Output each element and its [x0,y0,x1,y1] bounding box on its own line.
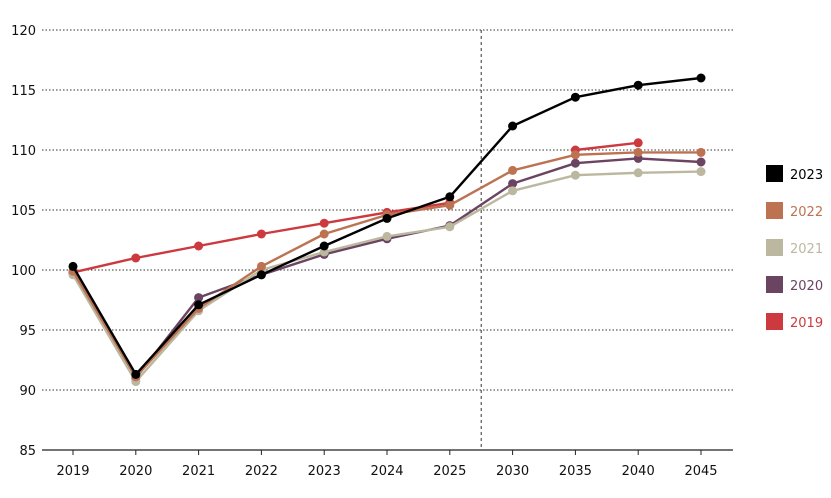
data-point-2022-2035 [570,150,580,160]
series-2022 [68,147,706,382]
legend-swatch-2019 [766,313,783,330]
legend-swatch-2021 [766,239,783,256]
series-line-2022 [71,151,701,378]
data-point-2022-2023 [319,229,329,239]
legend-swatch-2023 [766,165,783,182]
data-point-2021-2045 [696,167,706,177]
series-2023 [68,73,706,379]
data-point-2022-2030 [508,165,518,175]
series-line-2021 [71,170,702,383]
x-tick-label-2035: 2035 [559,464,592,479]
legend-label-2020: 2020 [790,279,823,294]
data-point-2023-2045 [696,73,706,83]
data-point-2021-2035 [570,170,580,180]
x-tick-label-2020: 2020 [119,464,152,479]
data-point-2019-2022 [256,229,266,239]
series-lines [68,73,706,387]
y-tick-label-115: 115 [11,84,36,99]
data-point-2023-2022 [256,270,266,280]
legend: 2023 2022 2021 2020 2019 [766,165,823,331]
legend-swatch-2020 [766,276,783,293]
data-point-2021-2025 [445,222,455,232]
y-tick-label-105: 105 [11,204,36,219]
legend-label-2022: 2022 [790,205,823,220]
data-point-2022-2022 [256,261,266,271]
data-point-2021-2040 [633,168,643,178]
data-point-2023-2035 [570,92,580,102]
data-point-2023-2021 [194,300,204,310]
data-point-2022-2040 [633,147,643,157]
y-tick-label-120: 120 [11,24,36,39]
y-tick-label-95: 95 [19,324,36,339]
data-point-2019-2020 [131,253,141,263]
data-point-2023-2040 [633,80,643,90]
data-point-2020-2035 [570,158,580,168]
data-point-2023-2030 [508,121,518,131]
data-point-2019-2021 [194,241,204,251]
data-point-2023-2025 [445,192,455,202]
y-tick-label-110: 110 [11,144,36,159]
data-point-2022-2025 [445,200,455,210]
axes: 85 90 95 100 105 110 115 120 2019 2020 2021 2022 202… [11,24,717,479]
data-point-2020-2045 [696,157,706,167]
data-point-2023-2024 [382,213,392,223]
x-tick-label-2025: 2025 [433,464,466,479]
data-point-2021-2024 [382,231,392,241]
legend-swatch-2022 [766,202,783,219]
data-point-2019-2023 [319,218,329,228]
data-point-2023-2023 [319,241,329,251]
x-tick-label-2024: 2024 [370,464,403,479]
legend-label-2021: 2021 [790,242,823,257]
series-2021 [68,167,706,387]
x-tick-label-2030: 2030 [496,464,529,479]
data-point-2023-2019 [68,261,78,271]
x-tick-label-2045: 2045 [684,464,717,479]
y-tick-label-85: 85 [19,444,36,459]
data-point-2019-2040 [633,138,643,148]
x-tick-label-2040: 2040 [622,464,655,479]
x-tick-label-2022: 2022 [245,464,278,479]
y-tick-label-100: 100 [11,264,36,279]
x-tick-label-2023: 2023 [308,464,341,479]
data-point-2022-2045 [696,147,706,157]
legend-label-2023: 2023 [790,168,823,183]
legend-label-2019: 2019 [790,316,823,331]
data-point-2021-2030 [508,186,518,196]
data-point-2020-2030 [508,179,518,189]
series-line-2019-2 [575,141,639,152]
data-point-2023-2020 [131,369,141,379]
x-tick-label-2019: 2019 [56,464,89,479]
x-tick-label-2021: 2021 [182,464,215,479]
y-tick-label-90: 90 [19,384,36,399]
data-point-2020-2021 [194,293,204,303]
